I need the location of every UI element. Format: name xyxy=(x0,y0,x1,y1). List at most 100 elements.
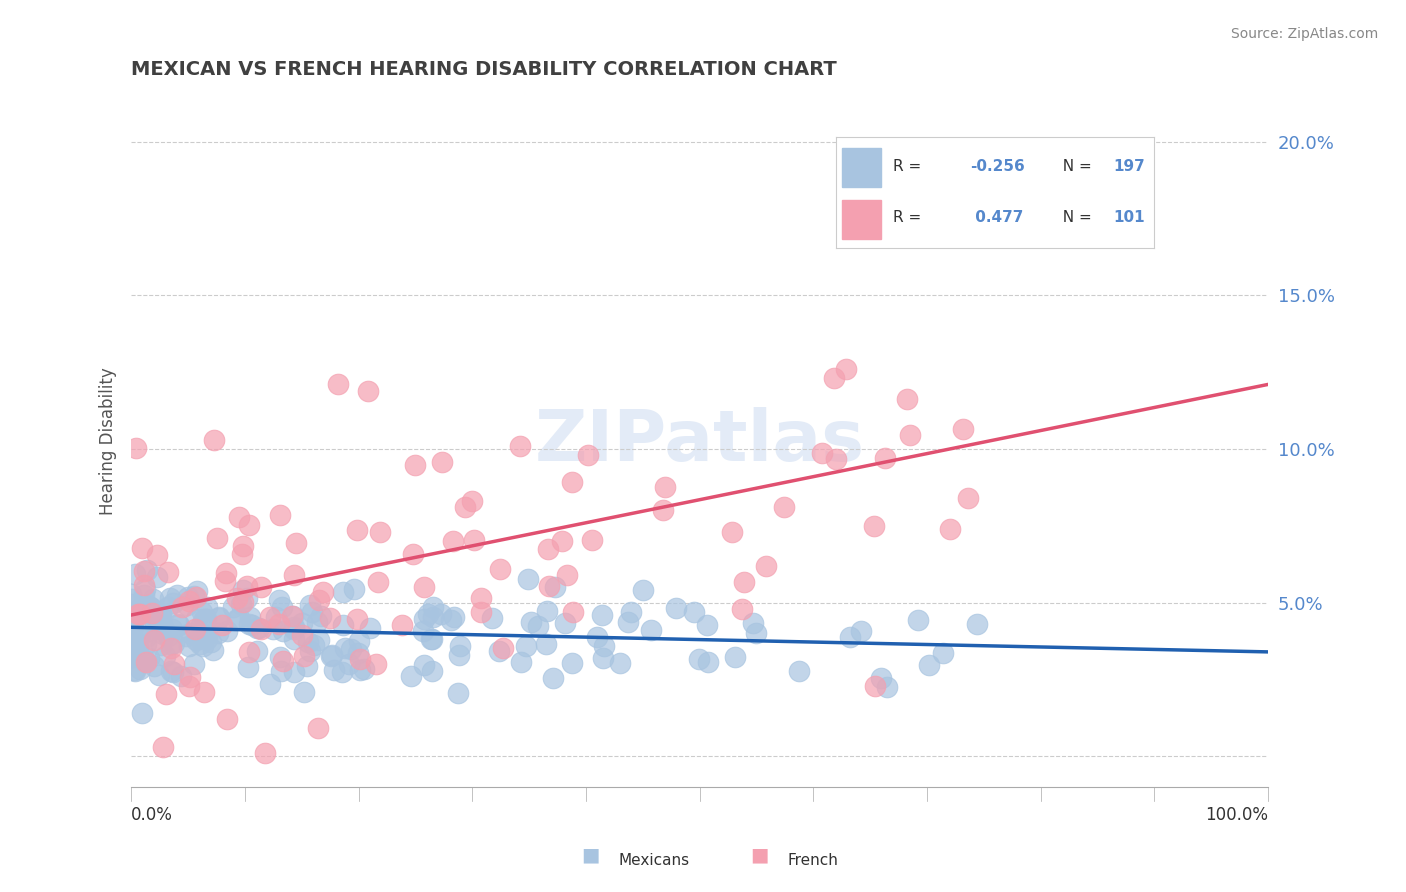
Point xyxy=(135,624,157,639)
Point xyxy=(561,656,583,670)
Point xyxy=(195,600,218,615)
Point xyxy=(517,572,540,586)
Point xyxy=(335,640,357,655)
Point xyxy=(184,612,207,626)
Point xyxy=(148,668,170,682)
Text: Mexicans: Mexicans xyxy=(619,854,690,868)
Point xyxy=(413,657,436,672)
Point xyxy=(153,623,176,637)
Point xyxy=(319,611,342,625)
Point xyxy=(146,569,169,583)
Point xyxy=(696,617,718,632)
Point xyxy=(152,740,174,755)
Point xyxy=(190,605,212,619)
Point xyxy=(308,633,330,648)
Point xyxy=(863,679,886,693)
Point xyxy=(121,592,143,607)
Point xyxy=(250,622,273,636)
Point xyxy=(683,605,706,619)
Point xyxy=(367,575,389,590)
Point xyxy=(170,669,193,683)
Point xyxy=(688,652,710,666)
Point xyxy=(562,605,585,619)
Point xyxy=(190,637,212,651)
Point xyxy=(236,660,259,674)
Point xyxy=(122,664,145,678)
Point xyxy=(312,585,335,599)
Point xyxy=(592,651,614,665)
Point xyxy=(509,655,531,669)
Point xyxy=(207,626,229,640)
Point xyxy=(294,649,316,664)
Point xyxy=(205,531,228,545)
Point xyxy=(422,610,444,624)
Point xyxy=(907,613,929,627)
Point xyxy=(238,517,260,532)
Point xyxy=(121,620,143,634)
Point xyxy=(460,494,482,508)
Point xyxy=(226,591,249,606)
Point xyxy=(291,616,314,631)
Point xyxy=(121,641,143,656)
Point xyxy=(195,612,218,626)
Point xyxy=(124,567,146,582)
Point xyxy=(537,541,560,556)
Point xyxy=(232,539,254,553)
Point xyxy=(236,591,259,606)
Point xyxy=(298,644,321,658)
Point xyxy=(731,602,754,616)
Text: MEXICAN VS FRENCH HEARING DISABILITY CORRELATION CHART: MEXICAN VS FRENCH HEARING DISABILITY COR… xyxy=(131,60,837,78)
Point xyxy=(215,566,238,580)
Point xyxy=(128,607,150,622)
Point xyxy=(343,582,366,596)
Point xyxy=(463,533,485,547)
Point xyxy=(183,657,205,671)
Point xyxy=(183,589,205,603)
Point xyxy=(269,649,291,664)
Point xyxy=(939,522,962,536)
Point xyxy=(896,392,918,406)
Point xyxy=(543,580,565,594)
Point xyxy=(349,663,371,677)
Point xyxy=(131,706,153,720)
Point xyxy=(121,619,143,633)
Point xyxy=(215,624,238,638)
Point xyxy=(391,618,413,632)
Point xyxy=(235,579,257,593)
Point xyxy=(332,618,354,632)
Point xyxy=(271,654,294,668)
Point xyxy=(283,632,305,647)
Point xyxy=(551,534,574,549)
Point xyxy=(211,618,233,632)
Point xyxy=(179,594,201,608)
Point xyxy=(138,651,160,665)
Point xyxy=(509,439,531,453)
Point xyxy=(177,639,200,653)
Point xyxy=(193,685,215,699)
Point xyxy=(430,607,453,622)
Point xyxy=(447,686,470,700)
Point xyxy=(208,610,231,624)
Point xyxy=(741,616,763,631)
Point xyxy=(169,618,191,632)
Point xyxy=(174,629,197,643)
Point xyxy=(267,617,290,632)
Point xyxy=(449,639,471,653)
Point xyxy=(143,659,166,673)
Point xyxy=(745,626,768,640)
Point xyxy=(401,547,423,561)
Point xyxy=(651,503,673,517)
Point xyxy=(724,649,747,664)
Point xyxy=(422,632,444,647)
Point xyxy=(301,605,323,619)
Point xyxy=(353,662,375,676)
Point xyxy=(404,458,426,472)
Point xyxy=(875,451,897,466)
Point xyxy=(121,646,143,660)
Point xyxy=(149,623,172,637)
Point xyxy=(215,712,238,726)
Point xyxy=(190,617,212,632)
Point xyxy=(214,574,236,588)
Point xyxy=(121,632,143,647)
Point xyxy=(149,607,172,622)
